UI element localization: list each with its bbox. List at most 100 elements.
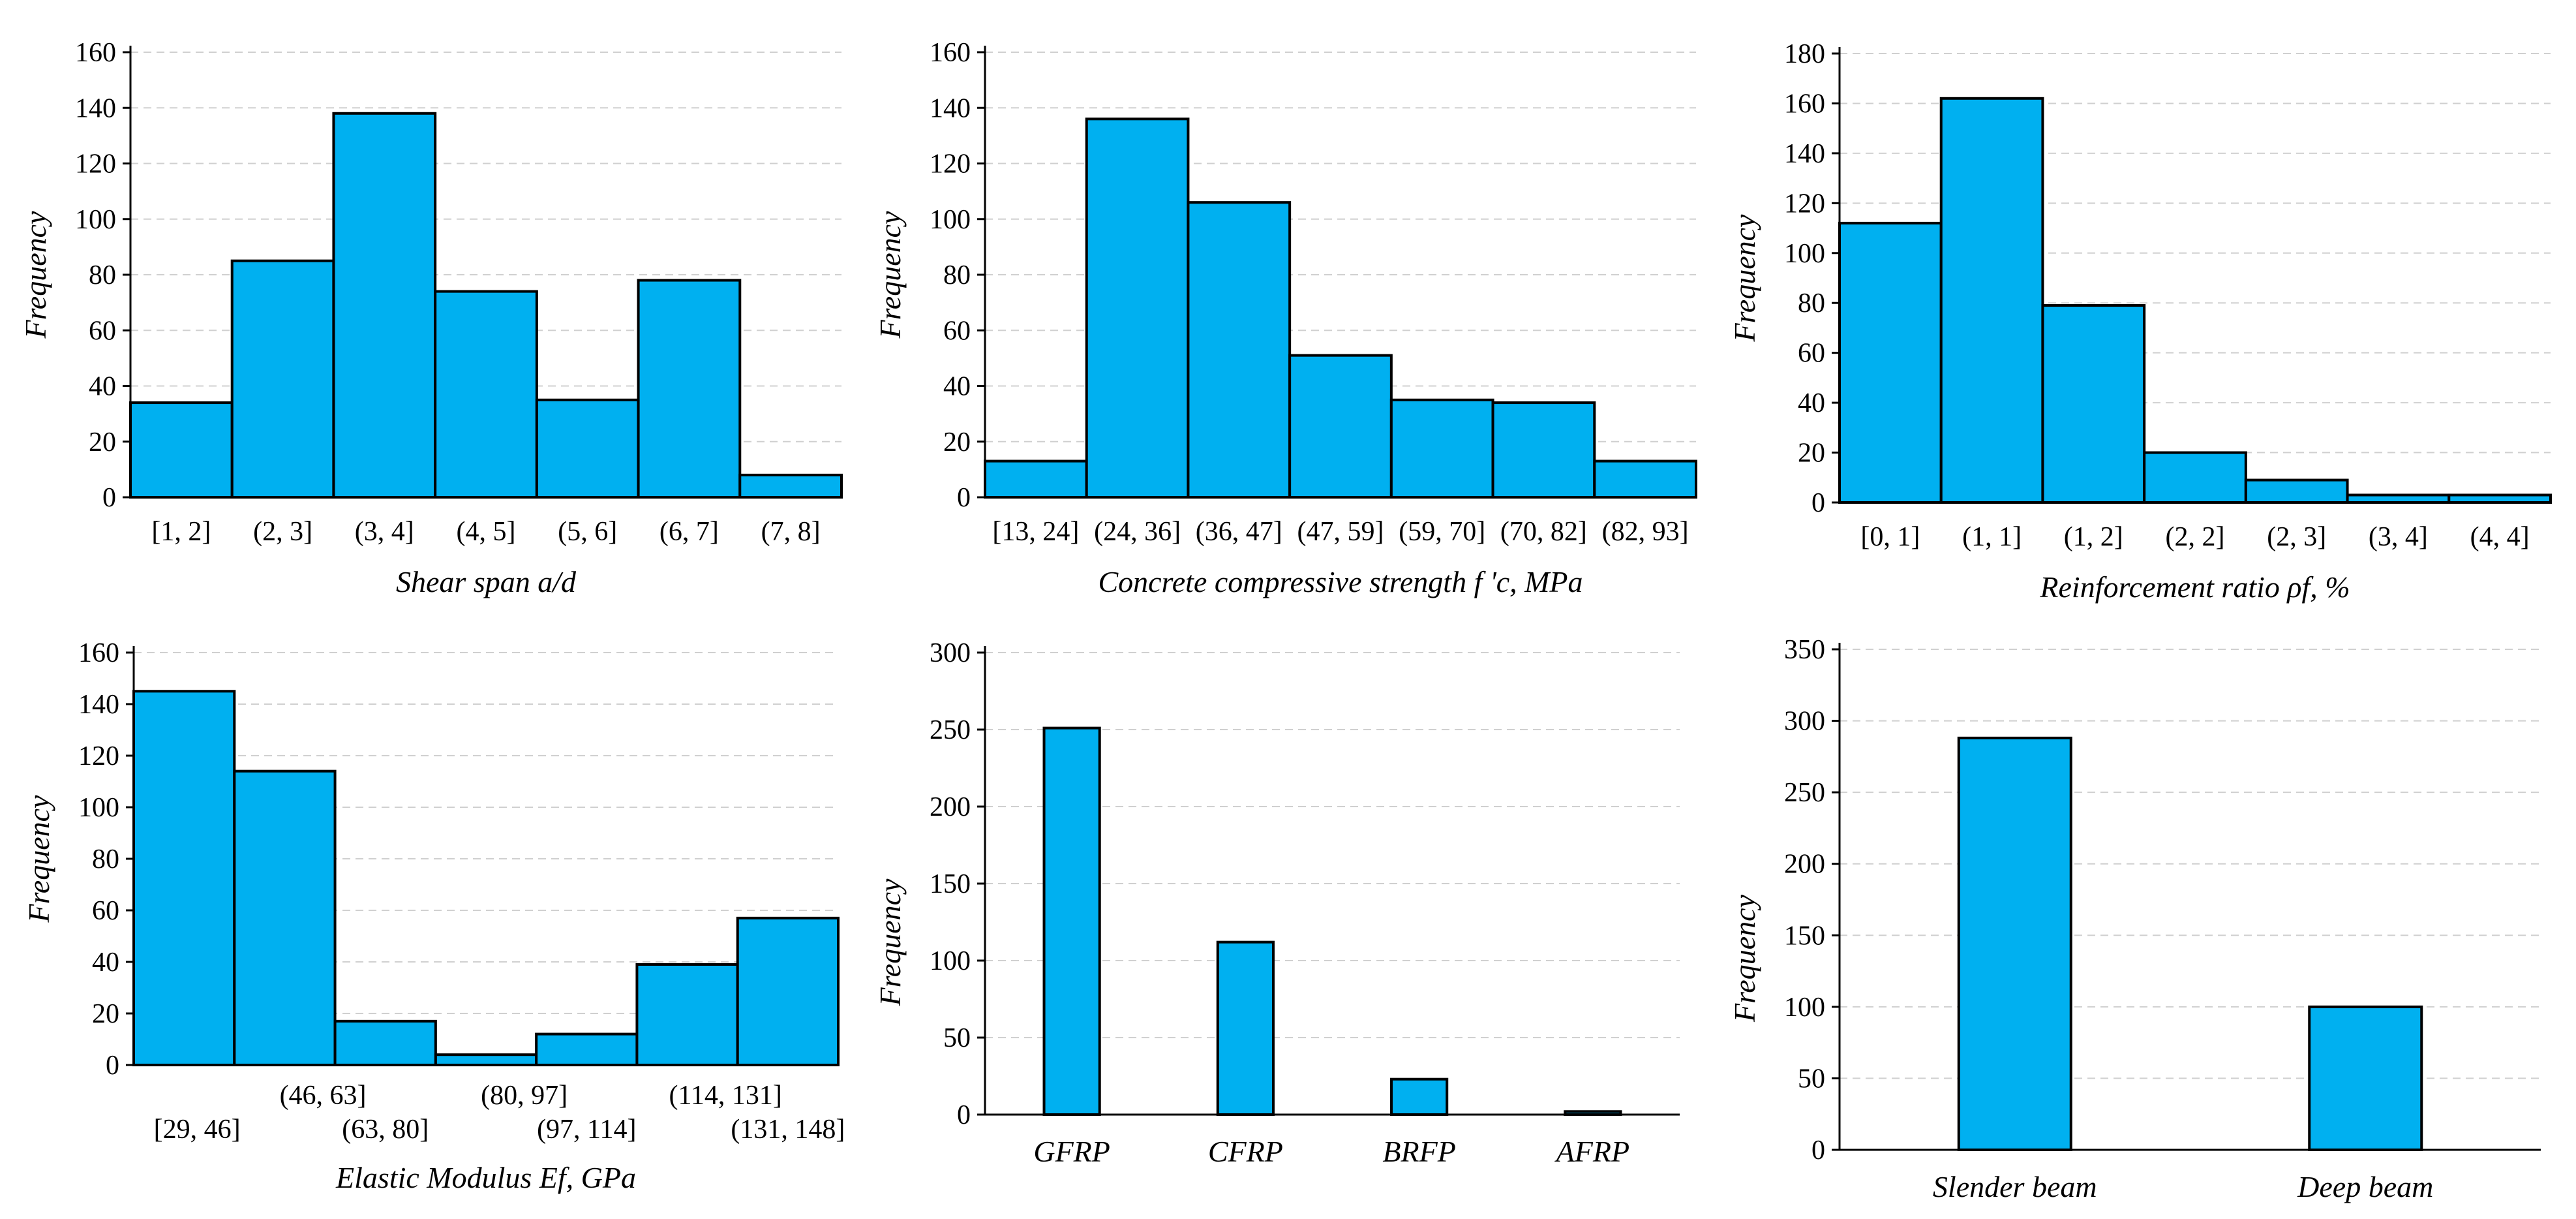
x-tick-label: [0, 1] (1860, 522, 1920, 552)
x-axis-label: Elastic Modulus Ef, GPa (335, 1161, 636, 1194)
y-tick-label: 100 (1784, 239, 1825, 269)
y-tick-label: 60 (1798, 339, 1825, 369)
x-tick-label: (1, 1] (1962, 522, 2022, 552)
y-tick-label: 20 (1798, 439, 1825, 469)
x-tick-label: (114, 131] (669, 1081, 781, 1111)
y-tick-label: 100 (78, 793, 119, 823)
x-tick-label: [13, 24] (992, 517, 1079, 547)
y-tick-label: 40 (89, 372, 116, 402)
y-tick-label: 140 (75, 93, 116, 123)
x-tick-label: (7, 8] (761, 517, 821, 547)
y-tick-label: 160 (75, 38, 116, 68)
x-tick-label: (4, 4] (2470, 522, 2530, 552)
x-tick-label: (3, 4] (355, 517, 414, 547)
bar-1 (1042, 726, 1101, 1116)
x-tick-label: Deep beam (2297, 1170, 2433, 1203)
bar-2 (1216, 940, 1275, 1117)
bar-5 (1389, 398, 1494, 499)
bar-6 (635, 963, 739, 1066)
bar-4 (2143, 451, 2247, 504)
bar-1 (1838, 221, 1943, 504)
y-tick-label: 300 (930, 638, 971, 668)
y-axis-label: Frequency (1728, 894, 1761, 1023)
bar-1 (984, 459, 1088, 499)
y-tick-label: 60 (92, 896, 119, 926)
y-axis-label: Frequency (873, 878, 907, 1007)
y-tick-label: 40 (943, 372, 971, 402)
y-tick-label: 140 (930, 93, 971, 123)
x-tick-label: (131, 148] (731, 1115, 845, 1145)
x-tick-label: (2, 3] (253, 517, 312, 547)
y-tick-label: 100 (930, 205, 971, 235)
y-tick-label: 120 (930, 149, 971, 179)
y-axis-label: Frequency (19, 211, 52, 339)
x-tick-label: CFRP (1208, 1135, 1283, 1168)
bar-5 (535, 1032, 639, 1066)
y-tick-label: 80 (89, 260, 116, 290)
bar-2 (233, 769, 337, 1066)
bar-6 (2346, 493, 2451, 504)
x-tick-label: (63, 80] (342, 1115, 429, 1145)
bar-3 (1390, 1077, 1449, 1116)
x-tick-label: (59, 70] (1399, 517, 1485, 547)
x-tick-label: (5, 6] (558, 517, 617, 547)
y-tick-label: 100 (75, 205, 116, 235)
y-axis-label: Frequency (1728, 214, 1761, 343)
bar-5 (2244, 478, 2349, 504)
y-tick-label: 80 (1798, 288, 1825, 318)
y-tick-label: 0 (102, 483, 116, 513)
chart-6: 0 50 100 150 200 250 300 350 Slender beam Deep be… (1728, 635, 2541, 1203)
x-tick-label: (82, 93] (1602, 517, 1689, 547)
y-tick-label: 60 (89, 316, 116, 346)
x-tick-label: (1, 2] (2064, 522, 2123, 552)
bar-6 (637, 279, 742, 499)
bar-1 (1957, 736, 2072, 1151)
x-tick-label: (80, 97] (481, 1081, 568, 1111)
chart-4: 0 20 40 60 80 100 120 140 160 [29, 46] (46, 63] (63… (22, 638, 845, 1194)
bar-7 (2447, 493, 2552, 504)
bar-5 (535, 398, 640, 499)
y-tick-label: 180 (1784, 39, 1825, 69)
chart-1: 0 20 40 60 80 100 120 140 160 [1, 2] (2, 3] (3, 4] (… (19, 38, 843, 598)
y-tick-label: 0 (1811, 1135, 1825, 1165)
y-tick-label: 20 (92, 999, 119, 1029)
y-axis-label: Frequency (22, 795, 55, 923)
y-tick-label: 160 (930, 38, 971, 68)
chart-2: 0 20 40 60 80 100 120 140 160 [13, 24] (24, 36] (36… (873, 38, 1697, 598)
bar-4 (1288, 354, 1393, 499)
x-tick-label: (46, 63] (280, 1081, 367, 1111)
bar-7 (738, 473, 843, 499)
x-tick-label: [1, 2] (151, 517, 211, 547)
bar-7 (736, 916, 840, 1066)
y-tick-label: 50 (1798, 1064, 1825, 1094)
x-tick-label: Slender beam (1933, 1170, 2097, 1203)
x-tick-label: (47, 59] (1297, 517, 1384, 547)
y-tick-label: 60 (943, 316, 971, 346)
bar-1 (129, 401, 234, 499)
y-tick-label: 250 (930, 715, 971, 745)
bar-3 (1187, 201, 1292, 499)
bar-6 (1491, 401, 1596, 499)
y-tick-label: 250 (1784, 778, 1825, 808)
y-tick-label: 40 (92, 948, 119, 978)
x-tick-label: (70, 82] (1500, 517, 1587, 547)
y-tick-label: 80 (92, 844, 119, 874)
y-tick-label: 50 (943, 1023, 971, 1053)
y-tick-label: 200 (930, 792, 971, 822)
bar-2 (1939, 97, 2044, 504)
bar-7 (1593, 459, 1697, 499)
chart-5: 0 50 100 150 200 250 300 GFRP CFRP BRFP AFRP Freque… (873, 638, 1680, 1168)
y-tick-label: 80 (943, 260, 971, 290)
y-tick-label: 300 (1784, 707, 1825, 737)
x-tick-label: (97, 114] (537, 1115, 636, 1145)
x-tick-label: (6, 7] (659, 517, 719, 547)
y-axis-label: Frequency (873, 211, 907, 339)
x-tick-label: (2, 3] (2267, 522, 2326, 552)
bar-2 (2308, 1005, 2423, 1152)
x-tick-label: AFRP (1554, 1135, 1629, 1168)
y-tick-label: 100 (1784, 993, 1825, 1023)
x-tick-label: [29, 46] (154, 1115, 241, 1145)
y-tick-label: 0 (106, 1051, 119, 1081)
bar-1 (132, 690, 236, 1066)
